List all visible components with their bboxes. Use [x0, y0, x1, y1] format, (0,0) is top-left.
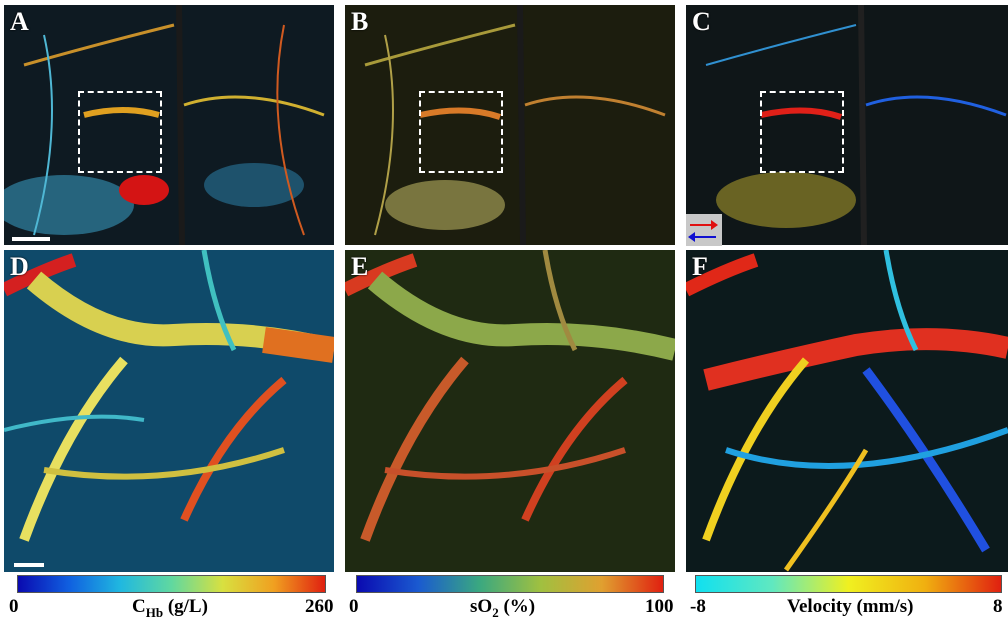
panel-f-velocity-zoom: F	[686, 250, 1008, 572]
colorbar-velocity-max: 8	[993, 596, 1003, 617]
colorbar-velocity-title: Velocity (mm/s)	[787, 596, 914, 617]
flow-arrow-blue	[690, 236, 716, 238]
colorbar-chb-title: CHb (g/L)	[132, 596, 208, 620]
colorbar-chb-max: 260	[305, 596, 334, 617]
panel-e-so2-zoom: E	[345, 250, 675, 572]
panel-label-e: E	[351, 252, 369, 281]
panel-label-b: B	[351, 7, 369, 36]
vessel-image-b	[345, 5, 675, 245]
roi-box	[419, 91, 503, 173]
panel-a-chb-overview: A	[4, 5, 334, 245]
colorbar-chb	[17, 575, 326, 593]
colorbar-so2-min: 0	[349, 596, 359, 617]
roi-box	[760, 91, 844, 173]
colorbar-chb-min: 0	[9, 596, 19, 617]
panel-label-c: C	[692, 7, 711, 36]
flow-arrow-red	[690, 220, 718, 230]
flow-direction-legend	[686, 214, 722, 246]
colorbar-velocity-min: -8	[690, 596, 706, 617]
colorbar-so2-max: 100	[645, 596, 674, 617]
vessel-image-c	[686, 5, 1008, 245]
vessel-image-d	[4, 250, 334, 572]
colorbar-so2-title: sO2 (%)	[470, 596, 536, 620]
roi-box	[78, 91, 162, 173]
panel-label-d: D	[10, 252, 29, 281]
colorbar-velocity	[695, 575, 1002, 593]
panel-b-so2-overview: B	[345, 5, 675, 245]
panel-label-a: A	[10, 7, 29, 36]
vessel-image-a	[4, 5, 334, 245]
vessel-image-f	[686, 250, 1008, 572]
scale-bar	[12, 237, 50, 241]
colorbar-so2	[356, 575, 664, 593]
vessel-image-e	[345, 250, 675, 572]
panel-d-chb-zoom: D	[4, 250, 334, 572]
panel-label-f: F	[692, 252, 708, 281]
scale-bar	[14, 563, 44, 567]
panel-c-velocity-overview: C	[686, 5, 1008, 245]
